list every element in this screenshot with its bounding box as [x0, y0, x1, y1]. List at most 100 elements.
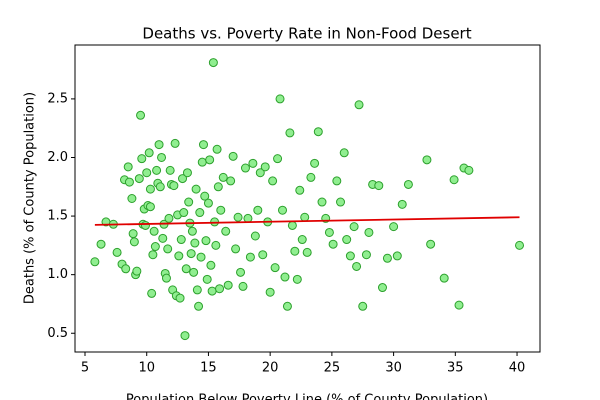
point: [218, 172, 228, 182]
point: [290, 246, 300, 256]
point: [403, 179, 413, 189]
point: [148, 250, 158, 260]
point: [165, 165, 175, 175]
point: [154, 140, 164, 150]
point: [152, 165, 162, 175]
point: [300, 212, 310, 222]
point: [174, 251, 184, 261]
point: [176, 235, 186, 245]
point: [397, 199, 407, 209]
point: [170, 138, 180, 148]
point: [190, 238, 200, 248]
point: [297, 235, 307, 245]
point: [127, 194, 137, 203]
point: [278, 205, 288, 215]
point: [285, 128, 295, 138]
point: [90, 257, 100, 267]
point: [181, 264, 191, 274]
point: [349, 222, 359, 232]
point: [255, 168, 265, 178]
point: [361, 250, 371, 260]
point: [358, 301, 368, 311]
point: [377, 283, 387, 293]
point: [200, 191, 210, 201]
x-tick-label: 40: [509, 361, 526, 376]
point: [228, 151, 238, 161]
point: [233, 212, 243, 222]
chart-title: Deaths vs. Poverty Rate in Non-Food Dese…: [142, 25, 471, 43]
x-tick-label: 35: [447, 361, 464, 376]
x-tick-label: 20: [262, 361, 279, 376]
point: [136, 110, 146, 120]
x-tick-label: 15: [200, 361, 217, 376]
point: [140, 220, 150, 230]
point: [273, 154, 283, 164]
point: [354, 100, 364, 110]
point: [191, 184, 201, 194]
point: [336, 197, 346, 207]
point: [248, 158, 258, 168]
point: [216, 205, 226, 215]
point: [352, 261, 362, 271]
point: [306, 172, 316, 182]
point: [345, 251, 355, 261]
point: [317, 197, 327, 207]
point: [203, 198, 213, 208]
point: [364, 227, 374, 237]
point: [197, 157, 207, 167]
point: [201, 236, 211, 246]
point: [292, 274, 302, 284]
point: [226, 176, 236, 186]
point: [265, 287, 275, 297]
point: [195, 208, 205, 218]
point: [132, 266, 142, 276]
point: [282, 301, 292, 311]
point: [145, 184, 155, 194]
point: [231, 244, 241, 254]
point: [389, 222, 399, 232]
point: [196, 252, 206, 262]
point: [250, 231, 260, 241]
point: [258, 250, 268, 260]
point: [240, 163, 250, 173]
point: [324, 227, 334, 237]
point: [192, 285, 202, 295]
point: [142, 168, 152, 178]
point: [426, 239, 436, 249]
point: [302, 247, 312, 257]
point: [184, 197, 194, 207]
point: [202, 274, 212, 284]
point: [422, 155, 432, 165]
point: [189, 267, 199, 277]
point: [382, 253, 392, 263]
point: [236, 267, 246, 277]
point: [150, 242, 160, 252]
point: [199, 140, 209, 150]
point: [374, 181, 384, 191]
point: [96, 239, 106, 249]
trendline: [94, 216, 520, 226]
y-tick-label: 1.0: [47, 267, 68, 282]
point: [211, 240, 221, 250]
point: [454, 300, 464, 310]
point: [178, 174, 188, 184]
point: [180, 331, 190, 341]
point: [155, 182, 165, 192]
point: [186, 249, 196, 259]
point: [137, 154, 147, 164]
point: [182, 168, 192, 178]
point: [313, 127, 323, 137]
point: [287, 220, 297, 230]
y-tick-label: 0.5: [47, 326, 68, 341]
point: [342, 235, 352, 245]
point: [145, 202, 155, 212]
plot-frame: [74, 44, 541, 353]
point: [164, 213, 174, 223]
point: [124, 177, 134, 187]
point: [129, 237, 139, 247]
point: [134, 174, 144, 184]
point: [260, 162, 270, 172]
point: [439, 273, 449, 283]
y-tick-label: 1.5: [47, 209, 68, 224]
